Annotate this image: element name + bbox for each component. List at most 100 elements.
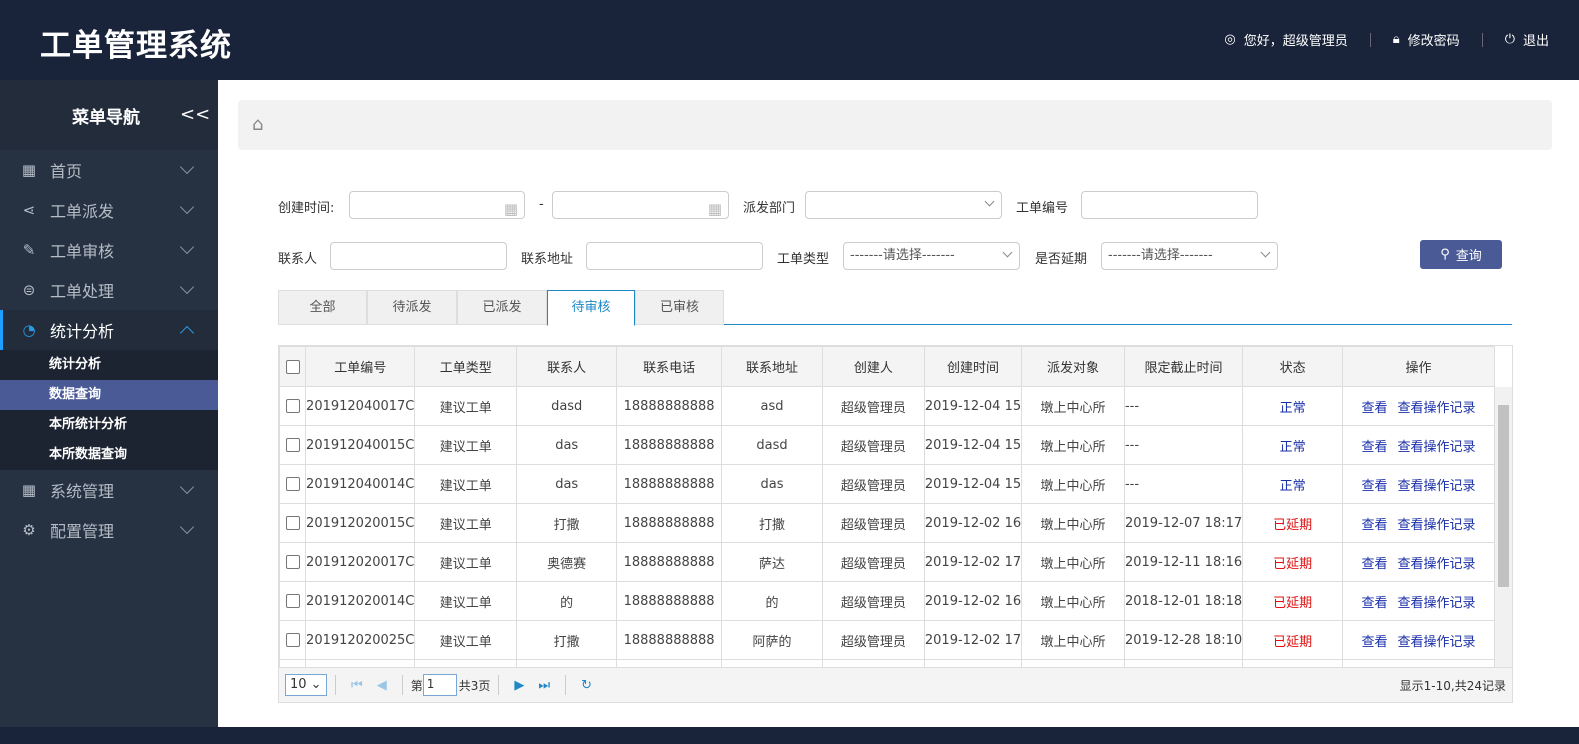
view-link[interactable]: 查看 [1361, 400, 1388, 416]
page-number-input[interactable]: 1 [422, 674, 457, 696]
address-input[interactable] [586, 242, 763, 270]
search-button[interactable]: ⚲ 查询 [1420, 240, 1502, 269]
view-link[interactable]: 查看 [1361, 478, 1388, 494]
submenu-local-data-query[interactable]: 本所数据查询 [49, 447, 128, 462]
database-icon: ⊜ [22, 281, 36, 299]
sidebar-item-config[interactable]: ⚙ 配置管理 [0, 510, 218, 550]
status-badge: 正常 [1242, 464, 1344, 504]
column-header: 联系地址 [721, 346, 823, 387]
submenu-local-statistics[interactable]: 本所统计分析 [49, 417, 128, 432]
table-cell: 201912040015C [305, 425, 416, 465]
row-select-cell [279, 425, 307, 465]
view-link[interactable]: 查看 [1361, 439, 1388, 455]
delayed-label: 是否延期 [1035, 252, 1088, 267]
table-cell: 2019-12-04 15 [923, 464, 1023, 504]
home-icon[interactable]: ⌂ [252, 114, 264, 135]
column-header: 创建时间 [923, 346, 1023, 387]
delayed-select[interactable]: -------请选择------- [1101, 242, 1278, 270]
column-header: 联系人 [516, 346, 618, 387]
type-select[interactable]: -------请选择------- [843, 242, 1020, 270]
submenu-data-query[interactable]: 数据查询 [0, 380, 218, 410]
tab-all[interactable]: 全部 [278, 290, 367, 325]
row-checkbox[interactable] [285, 633, 300, 647]
view-link[interactable]: 查看 [1361, 517, 1388, 533]
next-page-icon[interactable]: ▶ [514, 677, 525, 693]
logout-link[interactable]: ⏻ 退出 [1505, 30, 1549, 49]
tab-pending-review[interactable]: 待审核 [547, 290, 635, 326]
column-header: 派发对象 [1021, 346, 1125, 387]
view-link[interactable]: 查看 [1361, 634, 1388, 650]
sidebar-item-statistics[interactable]: ◔ 统计分析 [0, 310, 218, 350]
select-all-cell [279, 346, 307, 387]
chevron-down-icon [179, 159, 195, 175]
view-log-link[interactable]: 查看操作记录 [1397, 595, 1476, 611]
calendar-icon[interactable]: ▦ [503, 200, 518, 218]
chevron-down-icon [179, 199, 195, 215]
table-cell: 打撒 [516, 503, 618, 543]
refresh-icon[interactable]: ↻ [581, 677, 592, 693]
end-date-input[interactable]: ▦ [552, 191, 729, 219]
change-password-link[interactable]: 🔒︎ 修改密码 [1393, 30, 1460, 49]
table-cell: 墩上中心所 [1021, 386, 1125, 426]
sidebar-item-dispatch[interactable]: ⋖ 工单派发 [0, 190, 218, 230]
row-checkbox[interactable] [285, 594, 300, 608]
submenu-statistics[interactable]: 统计分析 [49, 357, 102, 372]
search-icon: ⚲ [1440, 247, 1450, 262]
table-row: 201912020014C 建议工单的 18888888888 的超级管理员 2019-… [279, 581, 1495, 621]
first-page-icon[interactable]: ⏮ [351, 677, 363, 693]
row-checkbox[interactable] [285, 555, 300, 569]
prev-page-icon[interactable]: ◀ [376, 677, 387, 693]
table-cell: 201912020025C [305, 620, 416, 660]
collapse-icon[interactable]: << [180, 104, 211, 125]
dept-select[interactable] [805, 191, 1002, 219]
row-select-cell [279, 620, 307, 660]
column-header: 操作 [1342, 346, 1495, 387]
contact-input[interactable] [330, 242, 507, 270]
table-cell: 墩上中心所 [1021, 542, 1125, 582]
date-separator: - [539, 197, 544, 212]
contact-label: 联系人 [278, 252, 318, 267]
statistics-submenu: 统计分析 数据查询 本所统计分析 本所数据查询 [0, 350, 218, 470]
view-log-link[interactable]: 查看操作记录 [1397, 439, 1476, 455]
table-cell: 18888888888 [616, 542, 723, 582]
calendar-icon[interactable]: ▦ [707, 200, 722, 218]
start-date-input[interactable]: ▦ [349, 191, 525, 219]
sidebar-item-home[interactable]: ▦ 首页 [0, 150, 218, 190]
sidebar-item-system[interactable]: ▦ 系统管理 [0, 470, 218, 510]
sidebar-title: 菜单导航 [72, 107, 140, 128]
view-link[interactable]: 查看 [1361, 595, 1388, 611]
order-no-input[interactable] [1081, 191, 1258, 219]
tab-pending-dispatch[interactable]: 待派发 [367, 290, 457, 325]
type-label: 工单类型 [777, 252, 830, 267]
table-cell: 建议工单 [414, 386, 518, 426]
table-cell: --- [1123, 425, 1244, 465]
user-greeting[interactable]: ◎ 您好，超级管理员 [1224, 30, 1347, 49]
table-cell: 2019-12-02 16 [923, 581, 1023, 621]
page-size-select[interactable]: 10 ⌄ [285, 674, 327, 696]
view-log-link[interactable]: 查看操作记录 [1397, 400, 1476, 416]
chevron-up-icon [179, 325, 195, 341]
status-badge: 正常 [1242, 386, 1344, 426]
row-checkbox[interactable] [285, 477, 300, 491]
column-header: 状态 [1242, 346, 1344, 387]
view-log-link[interactable]: 查看操作记录 [1397, 556, 1476, 572]
pie-icon: ◔ [22, 321, 36, 339]
sidebar-item-review[interactable]: ✎ 工单审核 [0, 230, 218, 270]
last-page-icon[interactable]: ⏭ [538, 677, 551, 693]
scrollbar-thumb[interactable] [1498, 405, 1509, 587]
row-checkbox[interactable] [285, 516, 300, 530]
sidebar-item-process[interactable]: ⊜ 工单处理 [0, 270, 218, 310]
vertical-scrollbar[interactable] [1495, 387, 1512, 668]
view-log-link[interactable]: 查看操作记录 [1397, 478, 1476, 494]
row-checkbox[interactable] [285, 438, 300, 452]
view-log-link[interactable]: 查看操作记录 [1397, 634, 1476, 650]
tab-dispatched[interactable]: 已派发 [457, 290, 547, 325]
view-link[interactable]: 查看 [1361, 556, 1388, 572]
select-all-checkbox[interactable] [285, 359, 300, 374]
tab-reviewed[interactable]: 已审核 [635, 290, 724, 325]
column-header: 工单编号 [305, 346, 416, 387]
view-log-link[interactable]: 查看操作记录 [1397, 517, 1476, 533]
table-cell: 201912040017C [305, 386, 416, 426]
row-checkbox[interactable] [285, 399, 300, 413]
table-cell: 奥德赛 [516, 542, 618, 582]
